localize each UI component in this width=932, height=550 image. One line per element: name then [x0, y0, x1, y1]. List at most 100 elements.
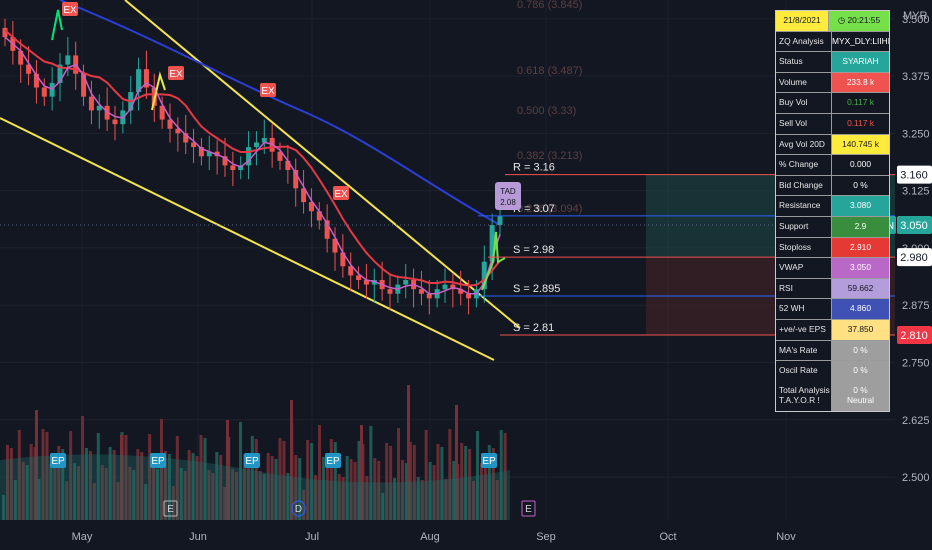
candle-body — [41, 87, 47, 97]
ex-marker-text: EX — [63, 5, 77, 16]
price-pill — [897, 216, 932, 234]
volume-bar — [349, 459, 353, 520]
volume-bar — [53, 467, 57, 520]
candle-body — [340, 252, 346, 267]
ep-marker — [50, 453, 66, 468]
panel-row: Volume 233.8 k — [776, 72, 889, 94]
panel-row-label: Resistance — [776, 196, 832, 216]
event-marker-text: D — [295, 504, 302, 515]
price-pill-value: 2.810 — [900, 330, 928, 342]
volume-bar — [286, 473, 290, 520]
volume-bar — [290, 400, 293, 520]
candle-body — [26, 64, 32, 74]
volume-bar — [377, 461, 381, 520]
volume-bar — [207, 470, 211, 520]
volume-bar — [254, 439, 258, 520]
volume-bar — [266, 453, 270, 520]
candle-body — [261, 137, 267, 143]
time-axis-label: Nov — [776, 531, 796, 543]
panel-row-label: Sell Vol — [776, 113, 832, 134]
ep-marker-text: EP — [245, 456, 259, 467]
candle-body — [246, 147, 252, 166]
volume-bar — [258, 471, 262, 520]
volume-bar — [128, 467, 132, 520]
volume-bar — [108, 447, 112, 520]
volume-bar — [460, 443, 464, 520]
candle-body — [332, 238, 338, 253]
sr-label: R = 3.16 — [513, 162, 555, 174]
volume-bar — [444, 479, 448, 520]
volume-bar — [41, 429, 45, 520]
candle-body — [356, 275, 362, 280]
candle-body — [418, 289, 424, 294]
event-marker — [291, 500, 306, 517]
panel-row-value: 0 % — [832, 175, 889, 196]
event-marker-text: E — [525, 504, 532, 515]
volume-bar — [25, 465, 29, 520]
volume-bar — [408, 442, 412, 520]
volume-bar — [499, 430, 503, 520]
panel-row-label: VWAP — [776, 258, 832, 278]
volume-bar — [211, 473, 215, 520]
volume-bar — [136, 449, 140, 520]
candle-body — [191, 142, 197, 148]
price-pill — [897, 326, 932, 344]
ex-marker — [260, 83, 276, 97]
volume-bar — [77, 466, 81, 520]
volume-bar — [440, 447, 444, 520]
volume-bar — [369, 426, 373, 520]
signal-line — [481, 231, 506, 291]
volume-bar — [120, 435, 123, 520]
panel-row: Oscil Rate 0 % — [776, 361, 889, 381]
candle-body — [81, 73, 87, 97]
panel-row-label: Volume — [776, 72, 832, 93]
price-axis-label: 3.125 — [902, 186, 930, 198]
candle-body — [2, 27, 8, 38]
candle-body — [426, 293, 432, 299]
volume-bar — [476, 431, 479, 520]
price-pill-value: 3.050 — [900, 220, 928, 232]
price-pill — [897, 165, 932, 184]
panel-row-value: 0.117 k — [832, 113, 889, 134]
volume-bar — [381, 493, 385, 520]
volume-bar — [81, 416, 84, 520]
panel-row-value: 59.662 — [832, 278, 889, 299]
volume-bar — [84, 448, 88, 520]
event-marker — [521, 500, 536, 517]
panel-row-label: Status — [776, 52, 832, 72]
candle-body — [497, 215, 503, 225]
panel-row-value: MYX_DLY:LIIHEN — [832, 31, 889, 52]
volume-bar — [235, 472, 239, 520]
volume-bar — [2, 495, 5, 520]
sr-label: R = 3.07 — [513, 203, 555, 215]
price-pill-value: 3.160 — [900, 170, 928, 182]
volume-bar — [37, 479, 41, 520]
volume-bar — [298, 458, 302, 520]
volume-bar — [132, 470, 136, 520]
ep-marker — [325, 453, 341, 468]
candle-body — [403, 280, 409, 285]
volume-bar — [88, 451, 92, 520]
volume-bar — [13, 480, 17, 520]
ma-pink-line — [4, 36, 501, 295]
panel-row: Support 2.9 — [776, 216, 889, 238]
panel-row-label: Support — [776, 216, 832, 237]
candle-body — [481, 261, 487, 290]
panel-row-label: +ve/-ve EPS — [776, 319, 832, 340]
volume-bar — [215, 452, 219, 520]
panel-row-label: Buy Vol — [776, 93, 832, 113]
volume-bar — [226, 420, 229, 520]
candle-body — [57, 64, 63, 83]
analysis-panel: 21/8/2021 ◷ 20:21:55 ZQ Analysis MYX_DLY:… — [775, 10, 890, 412]
panel-row-value: 233.8 k — [832, 72, 889, 93]
time-axis-label: May — [72, 531, 93, 543]
price-axis-label: 3.375 — [902, 71, 930, 83]
volume-bar — [464, 446, 468, 520]
volume-bar — [345, 456, 349, 520]
candle-body — [33, 73, 39, 88]
volume-bar — [116, 482, 120, 520]
panel-row-value: 2.910 — [832, 237, 889, 258]
volume-bar — [17, 430, 21, 520]
panel-row: MA's Rate 0 % — [776, 340, 889, 362]
volume-bar — [148, 434, 152, 520]
